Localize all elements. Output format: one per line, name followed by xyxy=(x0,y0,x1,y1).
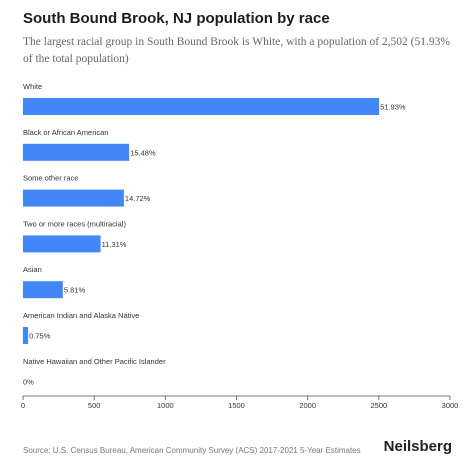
category-label: White xyxy=(23,82,42,91)
category-label: Two or more races (multiracial) xyxy=(23,219,126,228)
data-label: 14.72% xyxy=(125,194,151,203)
bar xyxy=(23,143,130,161)
data-label: 11.31% xyxy=(102,240,127,249)
bar xyxy=(23,98,380,115)
category-label: Asian xyxy=(23,265,42,274)
category-label: Some other race xyxy=(23,174,78,183)
data-label: 5.81% xyxy=(64,286,86,295)
x-tick-label: 500 xyxy=(88,401,101,410)
data-label: 51.93% xyxy=(380,103,406,112)
page-title: South Bound Brook, NJ population by race xyxy=(23,10,330,27)
data-label: 0% xyxy=(23,377,34,386)
x-tick-label: 1500 xyxy=(228,401,245,410)
brand-logo: Neilsberg xyxy=(383,438,452,455)
category-label: Black or African American xyxy=(23,128,108,137)
x-tick-label: 3000 xyxy=(442,401,459,410)
x-tick-label: 1000 xyxy=(157,401,174,410)
x-tick-label: 2500 xyxy=(370,401,387,410)
bar xyxy=(23,327,29,344)
bar xyxy=(23,189,124,207)
category-label: Native Hawaiian and Other Pacific Island… xyxy=(23,357,166,366)
x-tick-label: 2000 xyxy=(299,401,316,410)
data-label: 15.48% xyxy=(130,148,156,157)
x-tick-label: 0 xyxy=(21,401,25,410)
bar xyxy=(23,281,63,299)
page-subtitle: The largest racial group in South Bound … xyxy=(23,36,450,65)
source-note: Source: U.S. Census Bureau, American Com… xyxy=(23,446,361,455)
data-label: 0.75% xyxy=(29,332,51,341)
category-label: American Indian and Alaska Native xyxy=(23,311,139,320)
bar xyxy=(23,235,101,253)
